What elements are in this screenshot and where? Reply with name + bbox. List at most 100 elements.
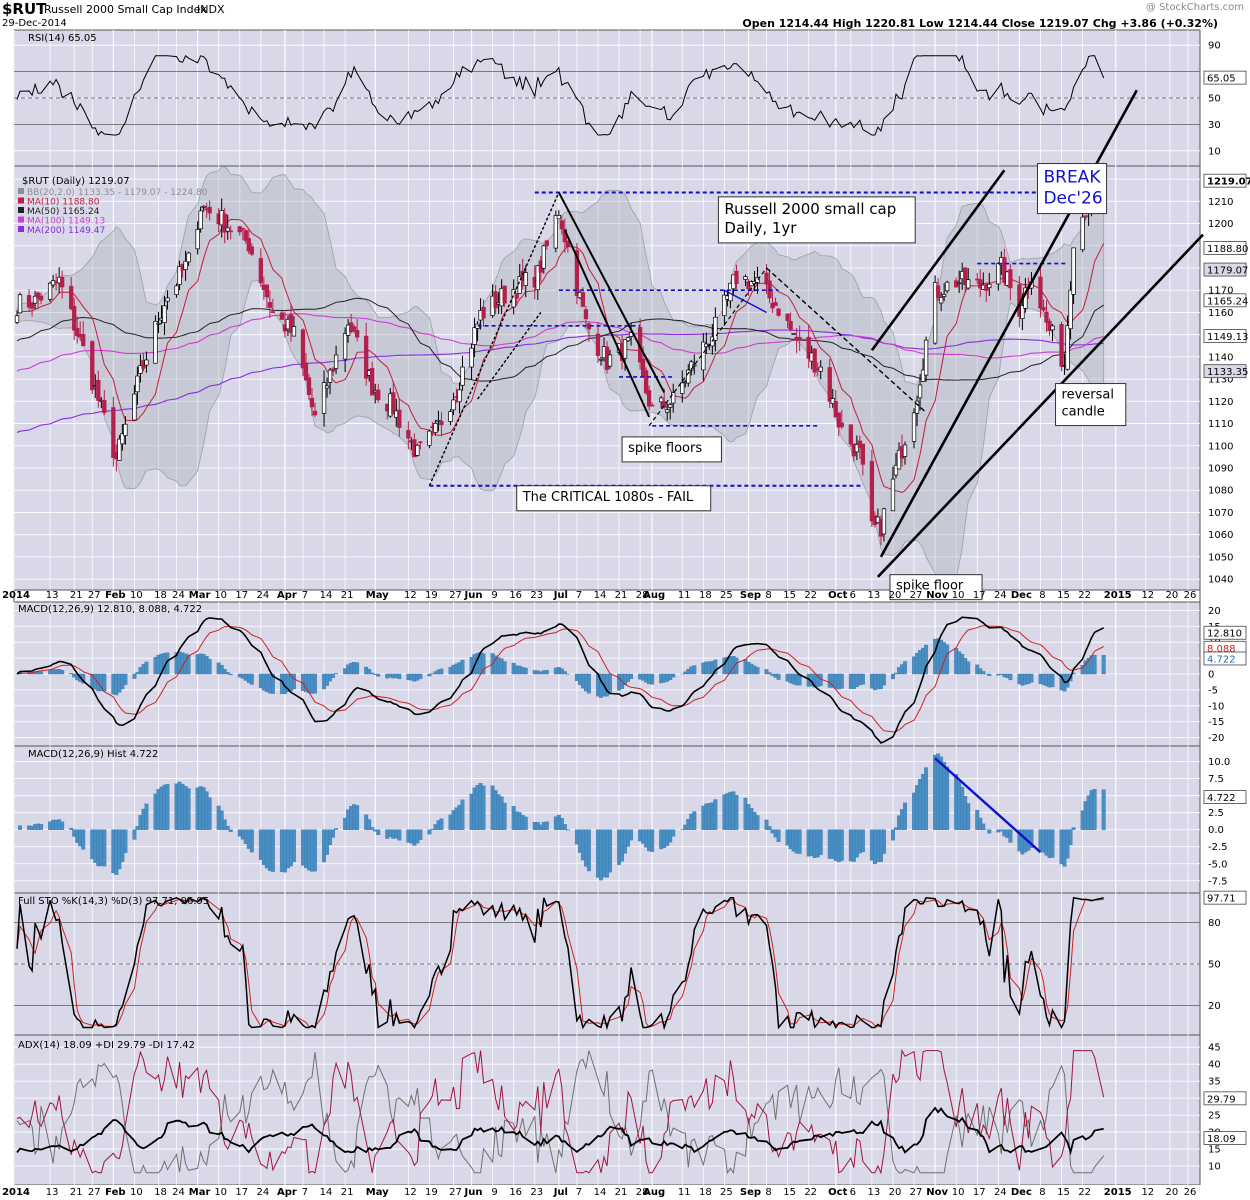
candle-body <box>102 400 107 414</box>
x-tick-label: Dec <box>1011 1187 1032 1198</box>
candle-body <box>327 369 333 383</box>
macd-hist2-bar <box>987 829 992 834</box>
candle-body <box>1071 247 1076 295</box>
candle-body <box>1050 325 1055 331</box>
macd-hist-bar <box>313 673 317 694</box>
channel-lower-line <box>876 233 1204 578</box>
date-label: 29-Dec-2014 <box>2 18 67 29</box>
candle-body <box>544 240 549 246</box>
macd-hist-title: MACD(12,26,9) Hist 4.722 <box>28 749 158 760</box>
macd-hist-bar <box>734 657 739 675</box>
macd-hist2-bar <box>376 829 381 835</box>
candle-body <box>938 297 944 304</box>
x-tick-label: Apr <box>277 590 297 601</box>
macd-hist2-bar <box>903 802 907 830</box>
macd-hist2-bar <box>713 799 718 830</box>
macd-hist2-bar <box>629 829 634 841</box>
x-tick-label: 10 <box>130 1187 143 1198</box>
macd-hist-bar <box>586 673 591 694</box>
candle-body <box>418 441 423 444</box>
x-tick-label: 2015 <box>1104 1187 1132 1198</box>
x-tick-label: Oct <box>828 590 847 601</box>
macd-hist2-bar <box>228 829 233 832</box>
triangle-line <box>724 289 767 314</box>
x-tick-label: 13 <box>868 590 881 601</box>
candle-body <box>595 333 601 356</box>
candle-body <box>553 215 558 249</box>
rsi-right-label: 65.05 <box>1207 74 1236 85</box>
price-right-label: 1133.35 <box>1207 367 1248 378</box>
candle-body <box>923 339 929 376</box>
candle-body <box>300 329 306 369</box>
candle-body <box>156 323 161 325</box>
macd-hist-bar <box>1050 673 1055 688</box>
y-tick-label: 10.0 <box>1208 757 1230 768</box>
x-tick-label: 10 <box>952 1187 965 1198</box>
candle-body <box>535 265 540 291</box>
candle-body <box>1041 307 1046 311</box>
macd-hist2-bar <box>439 818 444 830</box>
candle-body <box>767 280 772 299</box>
candle-body <box>932 282 938 344</box>
x-tick-label: 13 <box>46 590 59 601</box>
candle-body <box>26 295 32 308</box>
macd-hist-bar <box>207 658 212 675</box>
macd-hist-bar <box>839 673 844 689</box>
price-right-label-box <box>1203 329 1247 344</box>
candle-body <box>860 443 866 465</box>
legend-entry: BB(20,2.0) 1133.35 - 1179.07 - 1224.80 <box>27 188 208 198</box>
candle-body <box>559 220 564 230</box>
macd-hist-bar <box>222 669 227 675</box>
candle-body <box>1038 276 1043 309</box>
annotation-text: The CRITICAL 1080s - FAIL <box>522 490 694 505</box>
annotation-box <box>1036 163 1108 215</box>
y-tick-label: 90 <box>1208 41 1221 52</box>
x-tick-label: 8 <box>1039 590 1045 601</box>
candle-body <box>514 293 519 299</box>
x-tick-label: 18 <box>154 1187 167 1198</box>
candle-body <box>333 354 339 369</box>
price-right-label-box <box>1203 364 1247 379</box>
candle-body <box>174 285 179 295</box>
macd-hist2-bar <box>924 767 929 830</box>
candle-body <box>120 433 125 445</box>
candle-body <box>198 210 203 230</box>
x-tick-label: Dec <box>1011 590 1032 601</box>
macd-hist-bar <box>102 673 107 692</box>
macd-hist2-bar <box>102 829 107 867</box>
candle-body <box>818 366 823 372</box>
x-tick-label: May <box>366 590 389 601</box>
x-tick-label: 27 <box>88 1187 101 1198</box>
candle-body <box>481 306 486 319</box>
macd-hist2-bar <box>481 785 486 830</box>
x-tick-label: 12 <box>1141 1187 1154 1198</box>
candle-body <box>132 393 137 421</box>
macd-hist-bar <box>397 673 402 680</box>
x-tick-label: 27 <box>910 590 923 601</box>
candle-body <box>935 285 941 299</box>
candle-body <box>941 293 947 297</box>
annotation-text: Daily, 1yr <box>724 219 797 237</box>
candle-body <box>60 276 65 288</box>
macd-hist-bar <box>355 662 360 675</box>
y-tick-label: 1130 <box>1208 375 1233 386</box>
candle-body <box>680 382 685 394</box>
panel-bg-5 <box>13 1034 1201 1186</box>
candle-body <box>448 411 453 422</box>
x-tick-label: 22 <box>804 590 817 601</box>
adx-title: ADX(14) 18.09 +DI 29.79 -DI 17.42 <box>18 1040 195 1051</box>
x-tick-label: 27 <box>910 1187 923 1198</box>
annotation-text: Russell 2000 small cap <box>724 200 896 218</box>
y-tick-label: 50 <box>1208 94 1221 105</box>
x-tick-label: Feb <box>105 590 125 601</box>
y-tick-label: 45 <box>1208 1043 1221 1054</box>
price-right-label: 1219.07 <box>1207 177 1250 188</box>
x-tick-label: 24 <box>994 590 1007 601</box>
candle-body <box>556 215 561 220</box>
candle-body <box>195 229 200 250</box>
macd-hist2-bar <box>818 829 823 855</box>
y-tick-label: 0.0 <box>1208 825 1224 836</box>
x-tick-label: 21 <box>615 590 628 601</box>
candle-body <box>117 438 122 461</box>
y-tick-label: 1080 <box>1208 486 1233 497</box>
